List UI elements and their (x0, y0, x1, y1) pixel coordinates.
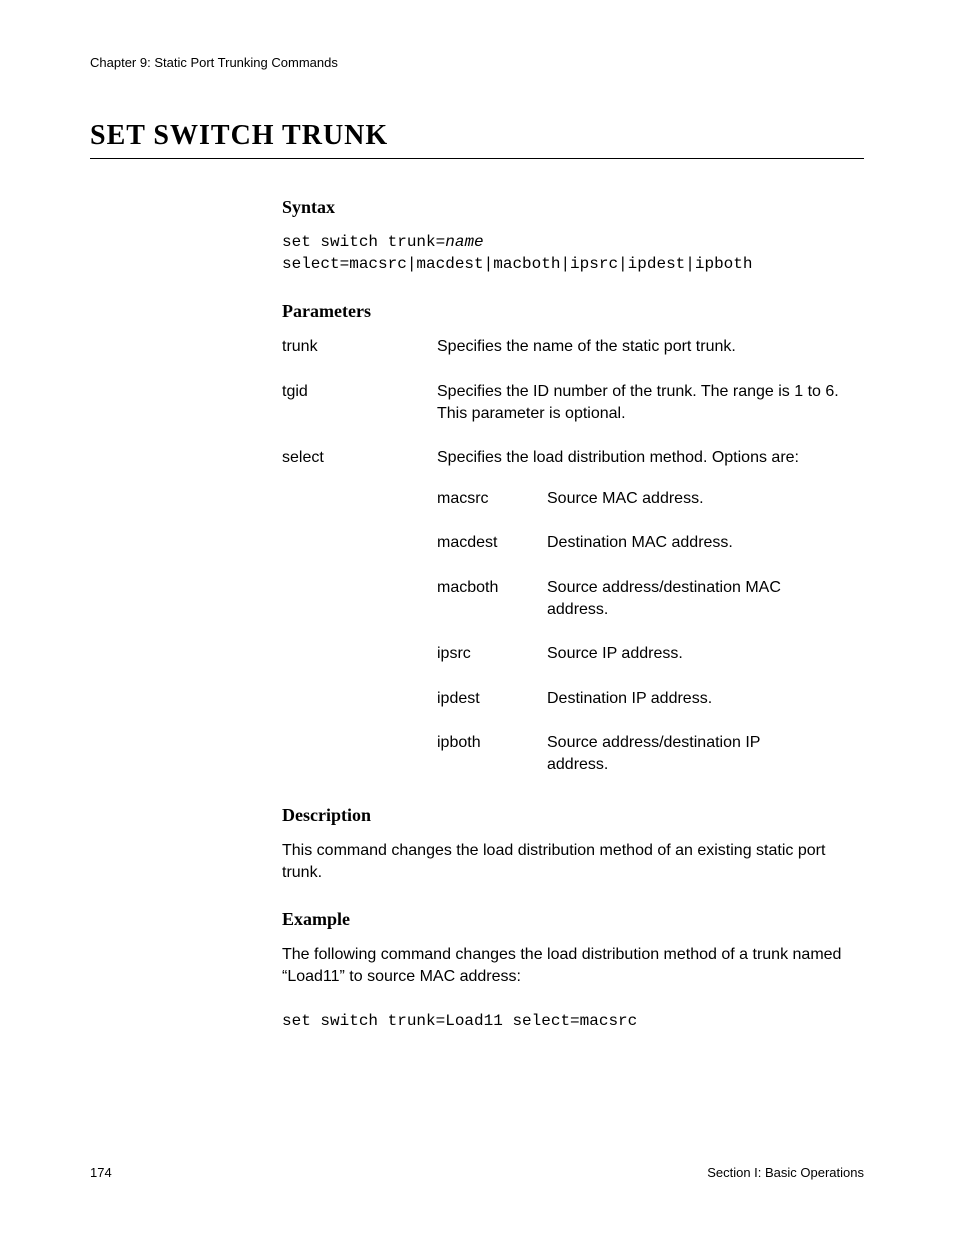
syntax-line1-var: name (445, 233, 483, 251)
syntax-line2: select=macsrc|macdest|macboth|ipsrc|ipde… (282, 255, 752, 273)
option-name: macboth (437, 577, 547, 622)
syntax-line1-prefix: set switch trunk= (282, 233, 445, 251)
option-desc: Source MAC address. (547, 488, 864, 510)
page-title: SET SWITCH TRUNK (90, 120, 864, 159)
option-row: macboth Source address/destination MAC a… (437, 577, 864, 622)
param-name: tgid (282, 381, 437, 426)
param-row: trunk Specifies the name of the static p… (282, 336, 864, 358)
example-code: set switch trunk=Load11 select=macsrc (282, 1012, 864, 1030)
option-row: macsrc Source MAC address. (437, 488, 864, 510)
option-name: ipdest (437, 688, 547, 710)
options-table: macsrc Source MAC address. macdest Desti… (437, 488, 864, 777)
param-desc: Specifies the load distribution method. … (437, 447, 864, 469)
option-name: macdest (437, 532, 547, 554)
option-name: macsrc (437, 488, 547, 510)
option-name: ipsrc (437, 643, 547, 665)
option-row: macdest Destination MAC address. (437, 532, 864, 554)
syntax-heading: Syntax (282, 197, 864, 218)
option-row: ipboth Source address/destination IP add… (437, 732, 864, 777)
option-name: ipboth (437, 732, 547, 777)
option-desc: Source IP address. (547, 643, 864, 665)
param-name: trunk (282, 336, 437, 358)
param-name: select (282, 447, 437, 469)
option-desc: Source address/destination IP address. (547, 732, 864, 777)
param-desc: Specifies the name of the static port tr… (437, 336, 864, 358)
content-area: Syntax set switch trunk=name select=macs… (282, 197, 864, 1030)
description-text: This command changes the load distributi… (282, 840, 864, 885)
description-heading: Description (282, 805, 864, 826)
syntax-block: set switch trunk=name select=macsrc|macd… (282, 232, 864, 275)
option-row: ipdest Destination IP address. (437, 688, 864, 710)
parameters-table: trunk Specifies the name of the static p… (282, 336, 864, 777)
chapter-header: Chapter 9: Static Port Trunking Commands (90, 55, 864, 70)
param-desc: Specifies the ID number of the trunk. Th… (437, 381, 864, 426)
option-desc: Destination IP address. (547, 688, 864, 710)
page-number: 174 (90, 1165, 112, 1180)
param-row: select Specifies the load distribution m… (282, 447, 864, 469)
param-row: tgid Specifies the ID number of the trun… (282, 381, 864, 426)
example-heading: Example (282, 909, 864, 930)
parameters-heading: Parameters (282, 301, 864, 322)
option-row: ipsrc Source IP address. (437, 643, 864, 665)
option-desc: Source address/destination MAC address. (547, 577, 864, 622)
page-footer: 174 Section I: Basic Operations (90, 1165, 864, 1180)
example-text: The following command changes the load d… (282, 944, 864, 989)
option-desc: Destination MAC address. (547, 532, 864, 554)
footer-section: Section I: Basic Operations (707, 1165, 864, 1180)
